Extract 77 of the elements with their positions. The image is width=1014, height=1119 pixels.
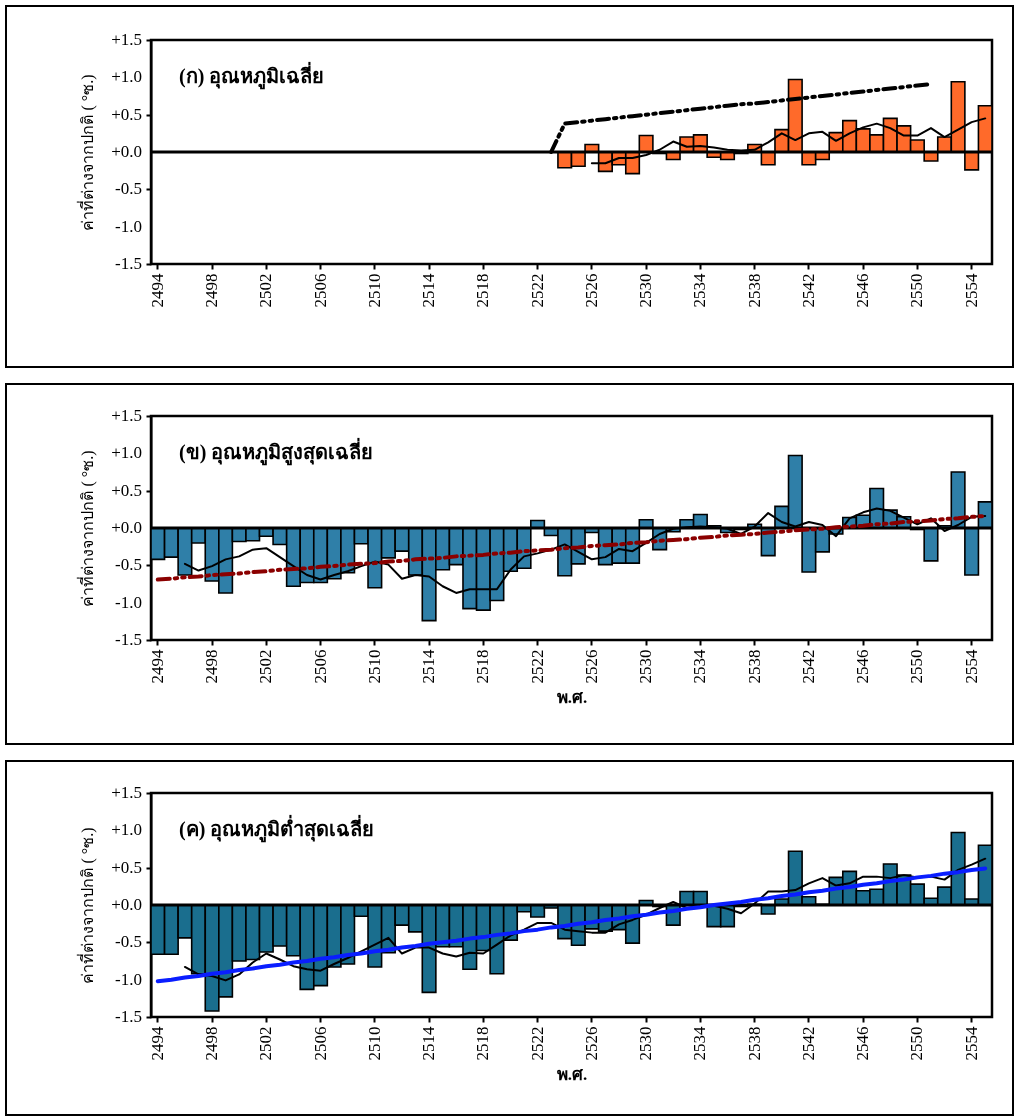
x-tick-label: 2542 [798, 273, 818, 308]
x-tick-label: 2546 [853, 649, 873, 684]
x-tick-label: 2522 [527, 1026, 547, 1061]
y-tick-label: -1.5 [115, 630, 142, 649]
y-tick-label: -1.0 [115, 592, 142, 612]
y-tick-label: +1.5 [111, 406, 142, 425]
y-tick-label: +0.5 [111, 480, 142, 500]
y-tick-label: +0.5 [111, 104, 142, 124]
x-tick-label: 2494 [147, 273, 167, 308]
y-tick-label: +1.5 [111, 783, 142, 802]
x-tick-label: 2518 [473, 649, 493, 684]
y-tick-label: +0.0 [111, 142, 142, 161]
x-tick-label: 2522 [527, 273, 547, 308]
y-tick-label: -0.5 [115, 555, 142, 575]
x-tick-label: 2526 [581, 1026, 601, 1061]
x-tick-label: 2498 [202, 273, 222, 308]
x-tick-label: 2538 [744, 273, 764, 308]
x-tick-label: 2534 [690, 1026, 710, 1061]
x-tick-label: 2518 [473, 273, 493, 308]
x-tick-label: 2506 [310, 1026, 330, 1061]
x-tick-label: 2498 [202, 649, 222, 684]
x-tick-label: 2510 [364, 649, 384, 684]
x-axis-title: พ.ศ. [556, 1064, 588, 1084]
x-tick-label: 2538 [744, 649, 764, 684]
x-tick-label: 2530 [636, 649, 656, 684]
x-tick-label: 2542 [798, 1026, 818, 1061]
x-tick-label: 2546 [853, 1026, 873, 1061]
x-tick-label: 2518 [473, 1026, 493, 1061]
x-tick-label: 2514 [419, 1026, 439, 1061]
x-tick-label: 2550 [907, 1026, 927, 1061]
x-tick-label: 2534 [690, 649, 710, 684]
x-tick-label: 2554 [961, 1026, 981, 1061]
x-tick-label: 2510 [364, 273, 384, 308]
y-tick-label: -1.5 [115, 254, 142, 273]
x-tick-label: 2494 [147, 649, 167, 684]
y-tick-label: +1.0 [111, 67, 142, 87]
y-tick-label: -1.0 [115, 216, 142, 236]
x-tick-label: 2530 [636, 1026, 656, 1061]
x-tick-label: 2522 [527, 649, 547, 684]
x-tick-label: 2514 [419, 649, 439, 684]
x-tick-label: 2502 [256, 649, 276, 684]
text: (ข) อุณหภูมิสูงสุดเฉลี่ย [179, 437, 374, 466]
x-tick-label: 2514 [419, 273, 439, 308]
y-axis-title: ค่าที่ต่างจากปกติ ( °ซ.) [75, 827, 97, 984]
x-tick-label: 2542 [798, 649, 818, 684]
x-tick-label: 2554 [961, 273, 981, 308]
x-tick-label: 2546 [853, 273, 873, 308]
x-tick-label: 2526 [581, 273, 601, 308]
text: (ค) อุณหภูมิต่ำสุดเฉลี่ย [179, 814, 375, 843]
y-tick-label: +1.0 [111, 443, 142, 463]
x-tick-label: 2538 [744, 1026, 764, 1061]
y-tick-label: -1.0 [115, 969, 142, 989]
x-tick-label: 2510 [364, 1026, 384, 1061]
x-tick-label: 2526 [581, 649, 601, 684]
x-tick-label: 2534 [690, 273, 710, 308]
y-axis-title: ค่าที่ต่างจากปกติ ( °ซ.) [75, 74, 97, 231]
y-tick-label: +1.0 [111, 820, 142, 840]
y-axis-title: ค่าที่ต่างจากปกติ ( °ซ.) [75, 450, 97, 607]
y-tick-label: -1.5 [115, 1007, 142, 1026]
x-tick-label: 2498 [202, 1026, 222, 1061]
x-tick-label: 2554 [961, 649, 981, 684]
x-tick-label: 2550 [907, 649, 927, 684]
x-tick-label: 2494 [147, 1026, 167, 1061]
x-tick-label: 2506 [310, 649, 330, 684]
y-tick-label: -0.5 [115, 932, 142, 952]
x-tick-label: 2502 [256, 273, 276, 308]
y-tick-label: +0.5 [111, 857, 142, 877]
y-tick-label: -0.5 [115, 179, 142, 199]
y-tick-label: +0.0 [111, 518, 142, 537]
x-tick-label: 2530 [636, 273, 656, 308]
x-tick-label: 2550 [907, 273, 927, 308]
x-tick-label: 2502 [256, 1026, 276, 1061]
x-axis-title: พ.ศ. [556, 687, 588, 707]
y-tick-label: +1.5 [111, 30, 142, 49]
y-tick-label: +0.0 [111, 895, 142, 914]
text: (ก) อุณหภูมิเฉลี่ย [179, 61, 325, 90]
x-tick-label: 2506 [310, 273, 330, 308]
